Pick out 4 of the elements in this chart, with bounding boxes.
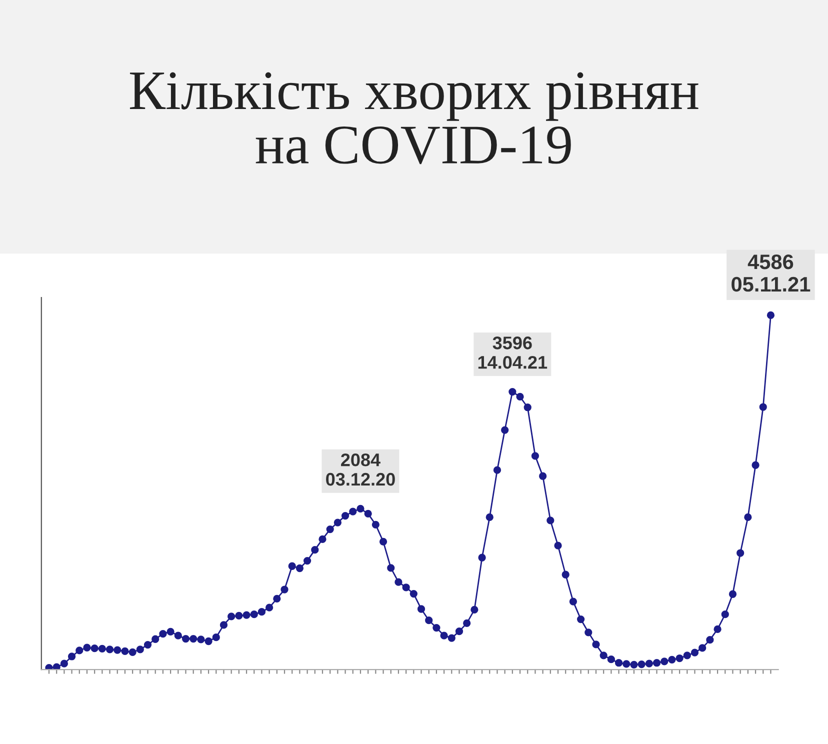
chart-title: Кількість хворих рівнян на COVID-19 [130,72,698,164]
annotation: 4586 05.11.21 [732,254,810,292]
annotation: 2084 03.12.20 [326,453,395,486]
annotation: 3596 14.04.21 [478,336,548,369]
